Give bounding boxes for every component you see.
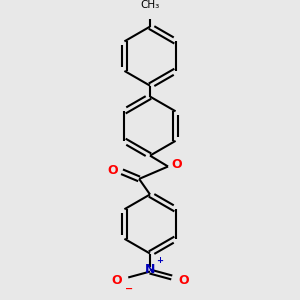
- Text: −: −: [125, 284, 133, 294]
- Text: CH₃: CH₃: [140, 0, 160, 10]
- Text: O: O: [172, 158, 182, 171]
- Text: O: O: [111, 274, 122, 287]
- Text: N: N: [145, 263, 155, 276]
- Text: O: O: [108, 164, 118, 177]
- Text: +: +: [156, 256, 163, 265]
- Text: O: O: [178, 274, 189, 287]
